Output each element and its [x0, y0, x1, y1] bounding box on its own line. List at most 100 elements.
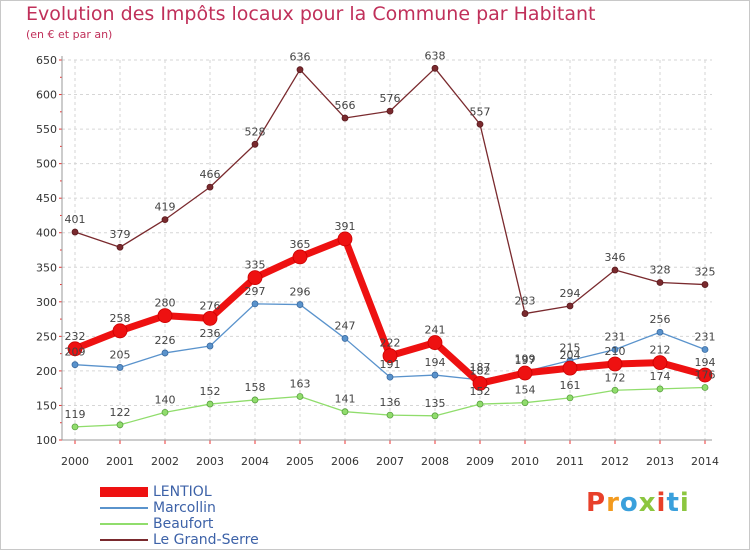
data-point-le-grand-serre	[611, 266, 619, 274]
logo-letter: r	[606, 488, 620, 518]
data-label-le-grand-serre: 379	[110, 228, 131, 241]
data-label-marcollin: 191	[380, 358, 401, 371]
data-point-lentiol	[337, 231, 353, 247]
legend-item-le-grand-serre: Le Grand-Serre	[100, 532, 360, 548]
data-label-marcollin: 231	[695, 330, 716, 343]
data-label-le-grand-serre: 638	[425, 49, 446, 62]
data-point-lentiol	[652, 355, 668, 371]
data-label-lentiol: 241	[425, 324, 446, 337]
data-label-marcollin: 194	[425, 356, 446, 369]
chart-title: Evolution des Impôts locaux pour la Comm…	[26, 3, 596, 25]
data-label-lentiol: 280	[155, 297, 176, 310]
data-label-le-grand-serre: 636	[290, 51, 311, 64]
data-label-marcollin: 297	[245, 285, 266, 298]
data-label-beaufort: 122	[110, 406, 131, 419]
logo-letter: o	[619, 488, 639, 518]
data-label-beaufort: 174	[650, 370, 671, 383]
legend-swatch-beaufort	[100, 523, 148, 525]
data-point-beaufort	[71, 423, 79, 431]
logo-letter: P	[586, 488, 607, 518]
data-point-lentiol	[112, 323, 128, 339]
data-label-lentiol: 212	[650, 344, 671, 357]
legend-swatch-marcollin	[100, 507, 148, 509]
data-label-lentiol: 391	[335, 220, 356, 233]
data-point-beaufort	[116, 421, 124, 429]
data-label-marcollin: 215	[560, 342, 581, 355]
data-point-marcollin	[71, 361, 79, 369]
data-point-marcollin	[251, 300, 259, 308]
logo-letter: i	[656, 488, 667, 518]
data-point-le-grand-serre	[701, 281, 709, 288]
data-label-le-grand-serre: 466	[200, 168, 221, 181]
data-label-marcollin: 231	[605, 330, 626, 343]
data-point-beaufort	[206, 400, 214, 408]
data-label-marcollin: 236	[200, 327, 221, 340]
data-point-le-grand-serre	[521, 310, 529, 317]
data-label-beaufort: 141	[335, 393, 356, 406]
data-point-beaufort	[251, 396, 259, 404]
y-tick-label: 500	[36, 158, 57, 171]
data-point-lentiol	[562, 360, 578, 376]
data-label-le-grand-serre: 528	[245, 125, 266, 138]
data-point-le-grand-serre	[206, 183, 214, 191]
y-tick-label: 250	[36, 330, 57, 343]
data-label-lentiol: 204	[560, 349, 581, 362]
legend-swatch-lentiol	[100, 487, 148, 497]
data-label-beaufort: 152	[200, 385, 221, 398]
data-point-lentiol	[157, 308, 173, 324]
data-point-beaufort	[476, 400, 484, 408]
x-tick-label: 2008	[421, 455, 449, 468]
data-label-le-grand-serre: 346	[605, 251, 626, 264]
data-point-marcollin	[206, 342, 214, 350]
data-label-le-grand-serre: 419	[155, 201, 176, 214]
data-label-le-grand-serre: 557	[470, 105, 491, 118]
legend-label-le-grand-serre: Le Grand-Serre	[153, 532, 259, 548]
data-label-marcollin: 226	[155, 334, 176, 347]
y-tick-label: 450	[36, 192, 57, 205]
data-point-lentiol	[202, 310, 218, 326]
x-tick-label: 2014	[691, 455, 719, 468]
proxiti-logo: Proxiti	[586, 488, 690, 518]
y-tick-label: 600	[36, 89, 57, 102]
data-label-le-grand-serre: 283	[515, 295, 536, 308]
data-label-beaufort: 176	[695, 368, 716, 381]
data-point-lentiol	[427, 335, 443, 350]
data-label-le-grand-serre: 576	[380, 92, 401, 105]
x-tick-label: 2013	[646, 455, 674, 468]
data-label-marcollin: 205	[110, 348, 131, 361]
y-tick-label: 650	[36, 54, 57, 67]
data-label-le-grand-serre: 401	[65, 213, 86, 226]
data-point-marcollin	[116, 364, 124, 371]
data-label-marcollin: 187	[470, 361, 491, 374]
data-label-beaufort: 172	[605, 371, 626, 384]
data-label-beaufort: 154	[515, 384, 536, 397]
data-label-lentiol: 222	[380, 337, 401, 350]
data-point-marcollin	[656, 328, 664, 336]
data-point-beaufort	[161, 408, 169, 416]
data-point-lentiol	[67, 341, 83, 357]
data-label-le-grand-serre: 566	[335, 99, 356, 112]
chart-legend: LENTIOL Marcollin Beaufort Le Grand-Serr…	[100, 484, 360, 548]
x-tick-label: 2006	[331, 455, 359, 468]
data-label-beaufort: 163	[290, 377, 311, 390]
legend-label-marcollin: Marcollin	[153, 500, 216, 516]
logo-letter: x	[638, 488, 657, 518]
legend-item-marcollin: Marcollin	[100, 500, 360, 516]
data-point-beaufort	[431, 412, 439, 420]
data-label-beaufort: 158	[245, 381, 266, 394]
y-tick-label: 550	[36, 123, 57, 136]
x-tick-label: 2009	[466, 455, 494, 468]
data-point-beaufort	[521, 399, 529, 407]
data-label-beaufort: 119	[65, 408, 86, 421]
data-point-le-grand-serre	[566, 302, 574, 310]
data-point-beaufort	[701, 384, 709, 391]
y-tick-label: 100	[36, 434, 57, 447]
data-label-lentiol: 276	[200, 299, 221, 312]
x-tick-label: 2002	[151, 455, 179, 468]
data-point-le-grand-serre	[476, 120, 484, 128]
data-point-beaufort	[296, 393, 304, 400]
data-label-marcollin: 199	[515, 353, 536, 366]
data-point-marcollin	[611, 346, 619, 353]
legend-item-beaufort: Beaufort	[100, 516, 360, 532]
